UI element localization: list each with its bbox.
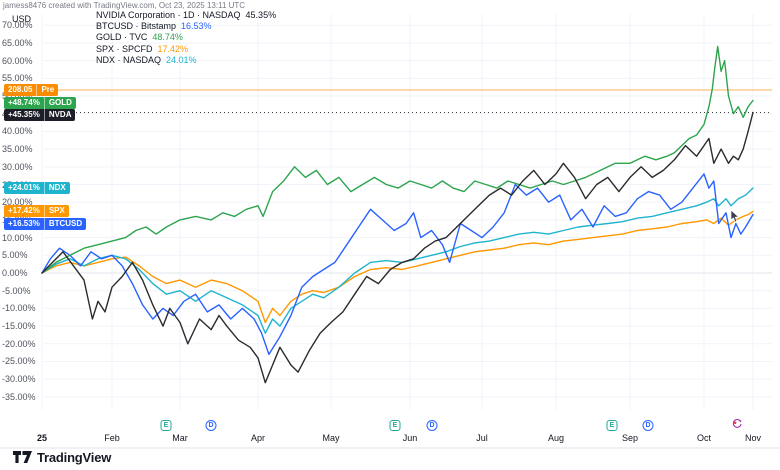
- dividend-marker-icon[interactable]: D: [205, 420, 217, 431]
- price-scale-tick: 55.00%: [2, 73, 33, 84]
- price-scale-tick: -15.00%: [2, 321, 36, 332]
- price-badge-spx: +17.42% SPX: [4, 205, 69, 218]
- earnings-marker-icon[interactable]: E: [389, 420, 401, 431]
- legend-symbol-title[interactable]: BTCUSD · Bitstamp: [96, 21, 177, 32]
- time-scale-tick: Mar: [172, 433, 188, 443]
- badge-value: +24.01%: [4, 182, 45, 195]
- time-scale-tick: Aug: [547, 433, 565, 443]
- badge-value: 208.05: [4, 84, 38, 97]
- price-scale-tick: -30.00%: [2, 374, 36, 385]
- badge-symbol: Pre: [41, 85, 55, 95]
- legend-row[interactable]: NDX · NASDAQ 24.01%: [96, 55, 276, 66]
- legend-row[interactable]: SPX · SPCFD 17.42%: [96, 44, 276, 55]
- badge-symbol: GOLD: [48, 97, 72, 107]
- dividend-marker-icon[interactable]: D: [426, 420, 438, 431]
- legend-row[interactable]: BTCUSD · Bitstamp 16.53%: [96, 21, 276, 32]
- price-badge-nvda: +45.35% NVDA: [4, 109, 76, 122]
- badge-value: +45.35%: [4, 109, 45, 122]
- time-scale-tick: Nov: [744, 433, 762, 443]
- tradingview-logo-icon: [13, 451, 32, 463]
- time-scale-tick: Jul: [476, 433, 488, 443]
- price-scale-tick: -35.00%: [2, 391, 36, 402]
- currency-label: USD: [12, 14, 32, 24]
- legend-row[interactable]: NVIDIA Corporation · 1D · NASDAQ 45.35%: [96, 10, 276, 21]
- earnings-marker-icon[interactable]: E: [606, 420, 618, 431]
- chart-panel[interactable]: jamess8476 created with TradingView.com,…: [0, 0, 780, 450]
- time-scale-tick: Oct: [696, 433, 712, 443]
- time-scale-tick: 25: [36, 433, 48, 443]
- time-scale-tick: Jun: [402, 433, 418, 443]
- price-badge-pre: 208.05 Pre: [4, 84, 59, 97]
- price-badge-btcusd: +16.53% BTCUSD: [4, 217, 87, 230]
- upcoming-event-icon[interactable]: [731, 418, 743, 429]
- price-scale-tick: 65.00%: [2, 37, 33, 48]
- price-badge-ndx: +24.01% NDX: [4, 182, 70, 195]
- badge-symbol: NDX: [48, 183, 66, 193]
- time-scale-tick: Feb: [104, 433, 120, 443]
- price-scale-tick: -5.00%: [2, 285, 31, 296]
- price-scale-tick: 60.00%: [2, 55, 33, 66]
- legend-symbol-title[interactable]: GOLD · TVC: [96, 32, 148, 43]
- time-scale-tick: Sep: [621, 433, 639, 443]
- price-scale-tick: -20.00%: [2, 338, 36, 349]
- badge-symbol: NVDA: [48, 110, 72, 120]
- badge-value: +17.42%: [4, 205, 45, 218]
- badge-symbol: SPX: [48, 206, 65, 216]
- badge-symbol: BTCUSD: [48, 218, 83, 228]
- mouse-cursor: [730, 210, 740, 223]
- price-scale-tick: -10.00%: [2, 303, 36, 314]
- price-scale-tick: 0.00%: [2, 268, 28, 278]
- price-scale-tick: 5.00%: [2, 250, 28, 261]
- legend-symbol-change: 48.74%: [152, 32, 183, 43]
- earnings-marker-icon[interactable]: E: [160, 420, 172, 431]
- price-scale-tick: 50.00%: [2, 91, 42, 101]
- legend: NVIDIA Corporation · 1D · NASDAQ 45.35% BT…: [96, 10, 276, 66]
- legend-symbol-title[interactable]: NVIDIA Corporation · 1D · NASDAQ: [96, 10, 241, 20]
- tradingview-logo[interactable]: TradingView: [13, 450, 111, 465]
- footer-bar: TradingView: [0, 450, 780, 470]
- legend-symbol-change: 16.53%: [181, 21, 212, 32]
- price-badge-gold: +48.74% GOLD: [4, 96, 76, 109]
- price-scale-tick: 35.00%: [2, 144, 33, 155]
- attribution-text: jamess8476 created with TradingView.com,…: [3, 1, 246, 10]
- price-scale-tick: 10.00%: [2, 232, 33, 243]
- legend-symbol-change: 24.01%: [166, 54, 197, 65]
- price-scale-tick: 20.00%: [2, 197, 33, 208]
- time-scale-tick: May: [322, 433, 340, 443]
- price-scale-tick: 40.00%: [2, 126, 33, 137]
- badge-value: +16.53%: [4, 217, 45, 230]
- price-scale-tick: -25.00%: [2, 356, 36, 367]
- dividend-marker-icon[interactable]: D: [642, 420, 654, 431]
- time-scale-tick: Apr: [250, 433, 266, 443]
- badge-value: +48.74%: [4, 96, 45, 109]
- price-scale-tick: 70.00%: [2, 20, 33, 31]
- legend-symbol-change: 45.35%: [245, 10, 277, 20]
- price-chart-canvas[interactable]: [0, 0, 780, 450]
- price-scale-tick: 30.00%: [2, 161, 33, 172]
- legend-symbol-title[interactable]: SPX · SPCFD: [96, 43, 153, 54]
- tradingview-logo-text: TradingView: [37, 450, 112, 465]
- legend-symbol-title[interactable]: NDX · NASDAQ: [96, 54, 162, 65]
- legend-row[interactable]: GOLD · TVC 48.74%: [96, 32, 276, 43]
- legend-symbol-change: 17.42%: [157, 43, 189, 54]
